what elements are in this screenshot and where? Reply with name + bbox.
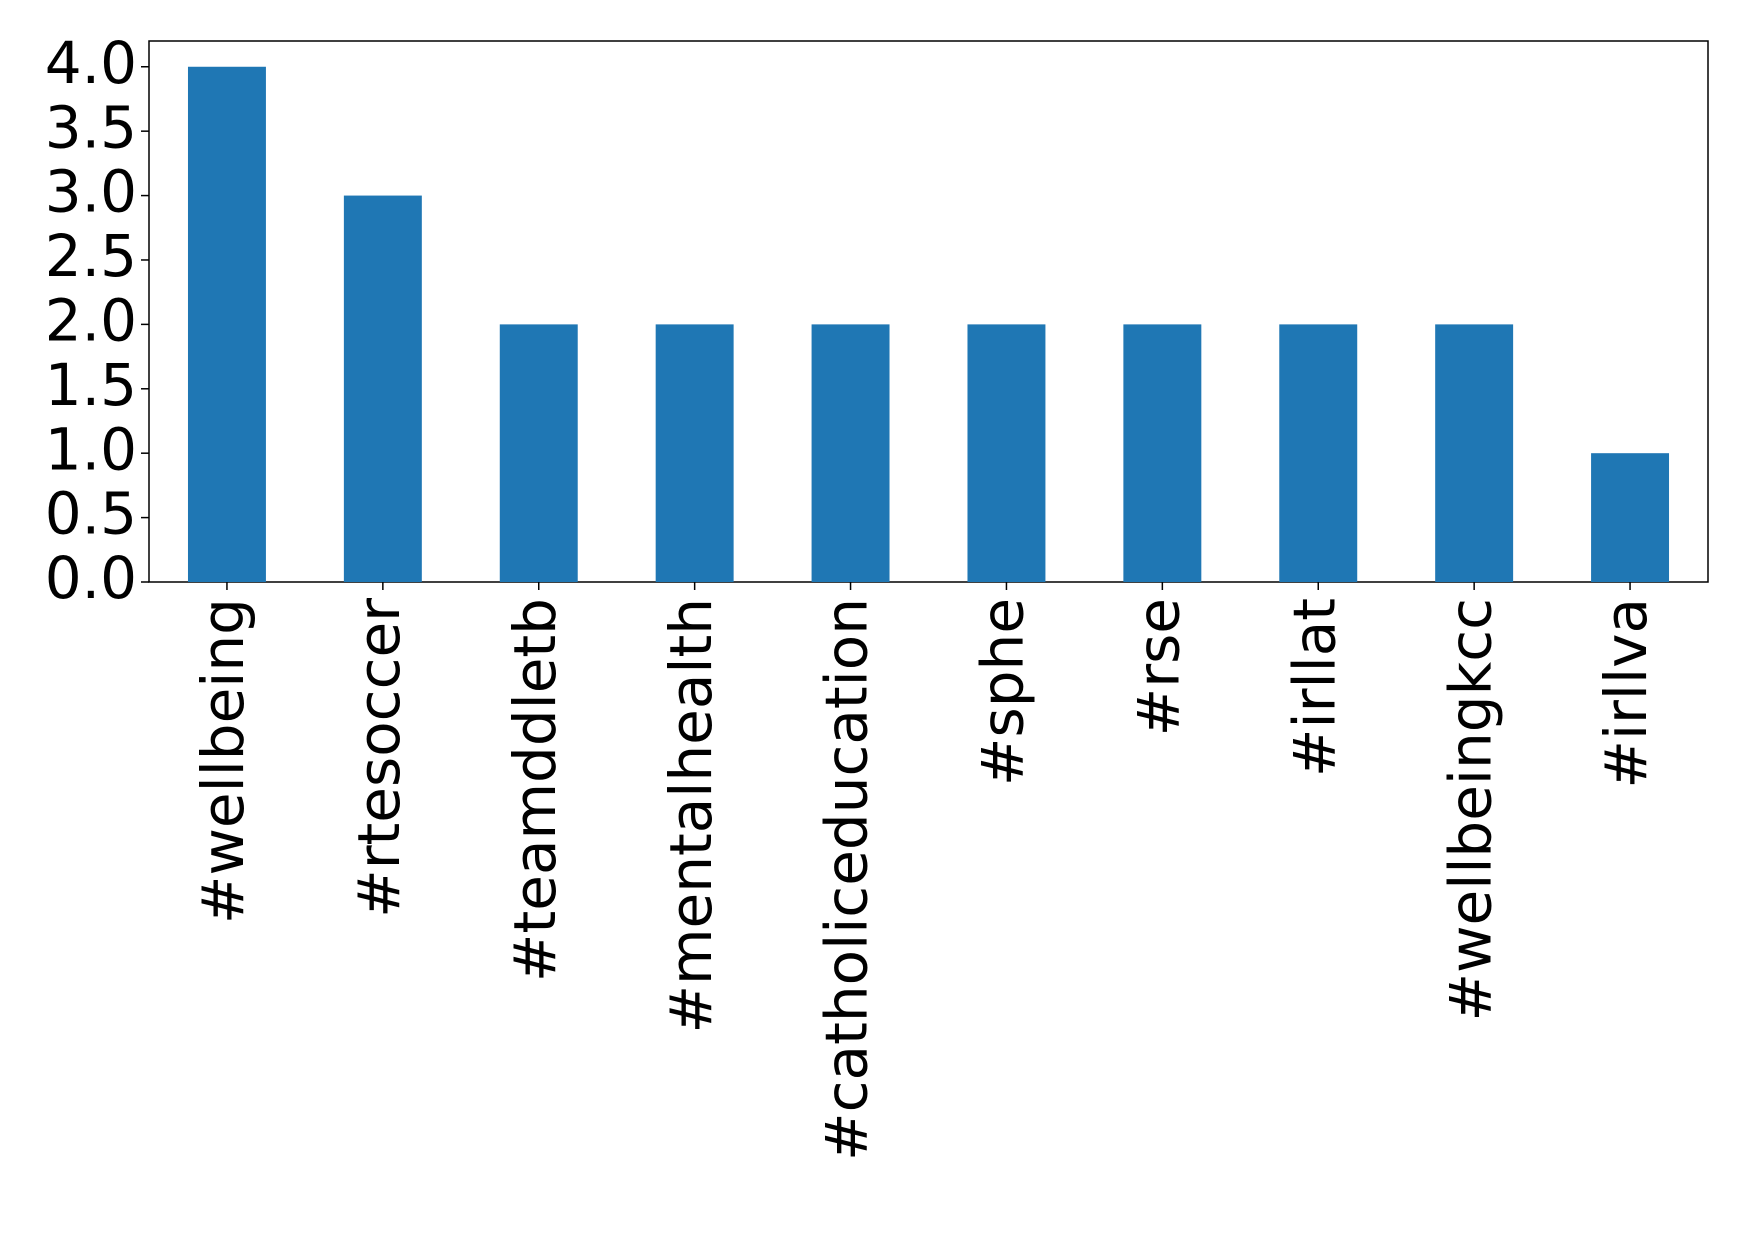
bar: [967, 324, 1046, 582]
x-tick-label: #irllva: [1592, 598, 1660, 789]
y-tick-label: 0.5: [45, 480, 137, 548]
x-tick-label: #catholiceducation: [813, 598, 881, 1161]
bar: [499, 324, 578, 582]
y-tick-label: 1.5: [45, 351, 137, 419]
bar: [1591, 453, 1670, 582]
x-tick-label: #irllat: [1280, 598, 1348, 777]
x-tick-label: #rtesoccer: [345, 598, 413, 918]
bar: [811, 324, 890, 582]
bar: [1435, 324, 1514, 582]
y-tick-label: 3.5: [45, 93, 137, 161]
bar: [187, 66, 266, 582]
y-tick-label: 2.0: [45, 286, 137, 354]
y-tick-label: 2.5: [45, 222, 137, 290]
x-tick-label: #teamddletb: [501, 598, 569, 982]
x-tick-label: #wellbeing: [189, 598, 257, 924]
bar: [655, 324, 734, 582]
bar: [343, 195, 422, 583]
x-tick-label: #sphe: [969, 598, 1037, 786]
bar: [1123, 324, 1202, 582]
y-tick-label: 1.0: [45, 415, 137, 483]
plot-frame: [148, 40, 1709, 583]
y-tick-label: 3.0: [45, 158, 137, 226]
bar: [1279, 324, 1358, 582]
y-tick-label: 4.0: [45, 29, 137, 97]
y-tick-label: 0.0: [45, 544, 137, 612]
x-tick-label: #wellbeingkcc: [1436, 598, 1504, 1022]
x-tick-label: #mentalhealth: [657, 598, 725, 1034]
x-tick-label: #rse: [1124, 598, 1192, 736]
